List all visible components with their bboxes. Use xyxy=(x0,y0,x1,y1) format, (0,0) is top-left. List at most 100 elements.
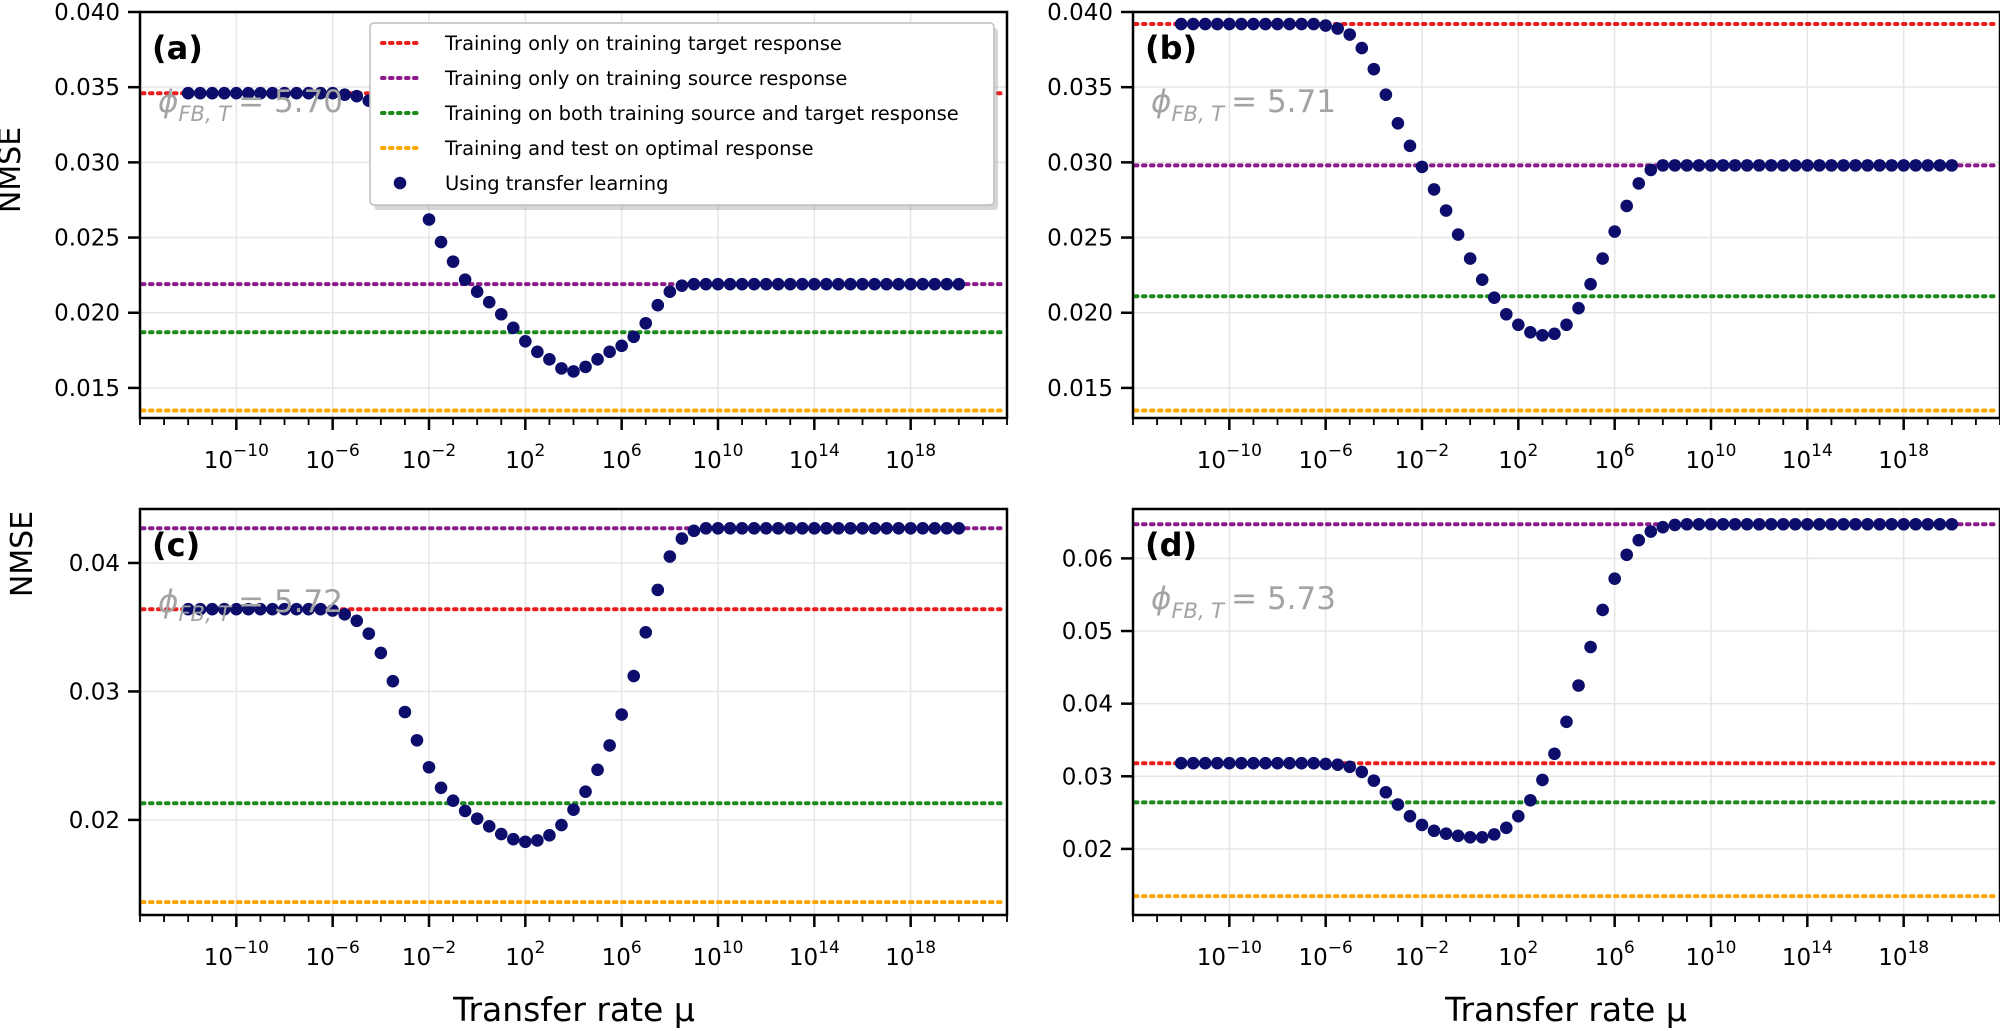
data-point xyxy=(808,521,821,535)
data-point xyxy=(543,829,556,842)
data-point xyxy=(1174,756,1188,770)
data-point xyxy=(1897,517,1910,531)
data-point xyxy=(1210,756,1224,770)
data-point xyxy=(1331,22,1345,35)
data-point xyxy=(1235,756,1248,770)
data-point xyxy=(591,353,604,366)
data-point xyxy=(1223,756,1236,770)
data-point xyxy=(410,733,424,747)
data-point xyxy=(519,835,532,849)
data-point xyxy=(1885,517,1898,531)
data-point xyxy=(1933,159,1947,172)
data-point xyxy=(675,532,689,545)
data-point xyxy=(181,86,195,100)
data-point xyxy=(1656,520,1670,534)
data-point xyxy=(639,626,653,639)
data-point xyxy=(1475,273,1489,286)
data-point xyxy=(892,277,905,291)
y-tick-label: 0.035 xyxy=(1047,75,1113,101)
data-point xyxy=(747,277,761,291)
y-tick-label: 0.06 xyxy=(1062,546,1113,572)
data-point xyxy=(759,521,773,535)
data-point xyxy=(1704,517,1718,531)
data-point xyxy=(1512,318,1525,332)
data-point xyxy=(1632,177,1646,190)
data-point xyxy=(1403,139,1417,153)
x-tick-label: 1010 xyxy=(1686,441,1737,474)
x-tick-label: 10−6 xyxy=(1298,938,1352,971)
data-point xyxy=(1764,517,1778,531)
data-point xyxy=(1198,756,1212,770)
phi-annotation: ϕFB, T = 5.72 xyxy=(158,584,343,626)
data-point xyxy=(1391,798,1405,811)
y-tick-label: 0.030 xyxy=(1047,150,1113,176)
data-point xyxy=(326,86,339,100)
data-point xyxy=(928,521,942,535)
x-tick-label: 10−2 xyxy=(402,938,456,971)
data-point xyxy=(1367,774,1381,787)
data-point xyxy=(952,277,966,291)
data-point xyxy=(1391,116,1405,130)
x-tick-label: 1018 xyxy=(1878,938,1929,971)
data-point xyxy=(386,674,400,688)
data-point xyxy=(506,832,520,846)
data-point xyxy=(723,277,737,291)
data-point xyxy=(1319,757,1332,771)
xlabel-right: Transfer rate μ xyxy=(1444,990,1687,1029)
legend-marker xyxy=(393,176,407,190)
data-point xyxy=(1343,760,1357,774)
data-point xyxy=(844,277,857,291)
data-point xyxy=(1909,159,1923,172)
data-point xyxy=(205,86,219,100)
data-point xyxy=(795,521,809,535)
data-point xyxy=(470,812,484,825)
x-tick-label: 1010 xyxy=(693,938,744,971)
legend-entry: Training only on training source respons… xyxy=(380,67,847,90)
panel-label: (d) xyxy=(1145,526,1197,564)
data-point xyxy=(205,602,219,616)
x-tick-label: 1018 xyxy=(885,938,936,971)
data-point xyxy=(1861,159,1874,172)
data-point xyxy=(1668,518,1682,532)
data-point xyxy=(398,705,412,719)
x-tick-label: 1010 xyxy=(693,441,744,474)
y-tick-label: 0.015 xyxy=(1047,376,1113,402)
data-point xyxy=(1210,17,1224,31)
data-point xyxy=(735,521,749,535)
data-point xyxy=(1885,159,1898,172)
data-point xyxy=(470,285,484,298)
data-point xyxy=(1524,793,1537,807)
data-point xyxy=(434,781,448,795)
data-point xyxy=(567,803,580,816)
y-tick-label: 0.03 xyxy=(69,679,120,705)
data-point xyxy=(1427,824,1441,838)
data-point xyxy=(1680,517,1694,531)
data-point xyxy=(639,316,653,330)
x-tick-label: 1014 xyxy=(789,441,840,474)
data-point xyxy=(1295,756,1308,770)
data-point xyxy=(242,86,255,100)
data-point xyxy=(771,277,785,291)
data-point xyxy=(1716,159,1730,172)
data-point xyxy=(1801,517,1814,531)
data-point xyxy=(350,89,364,103)
y-tick-label: 0.04 xyxy=(69,551,120,577)
x-tick-label: 106 xyxy=(1595,938,1635,971)
data-point xyxy=(266,602,279,616)
xlabel-left: Transfer rate μ xyxy=(452,990,695,1029)
data-point xyxy=(242,602,255,616)
data-point xyxy=(820,277,833,291)
data-point xyxy=(1680,159,1694,172)
data-point xyxy=(1873,517,1886,531)
data-point xyxy=(1788,517,1802,531)
data-point xyxy=(579,360,592,374)
x-tick-label: 102 xyxy=(1498,441,1538,474)
data-point xyxy=(555,818,568,832)
y-tick-label: 0.040 xyxy=(54,0,120,26)
data-point xyxy=(1716,517,1730,531)
x-tick-label: 10−2 xyxy=(1395,938,1449,971)
data-point xyxy=(1873,159,1886,172)
x-tick-label: 1018 xyxy=(1878,441,1929,474)
data-point xyxy=(1487,291,1501,305)
data-point xyxy=(1560,318,1573,332)
